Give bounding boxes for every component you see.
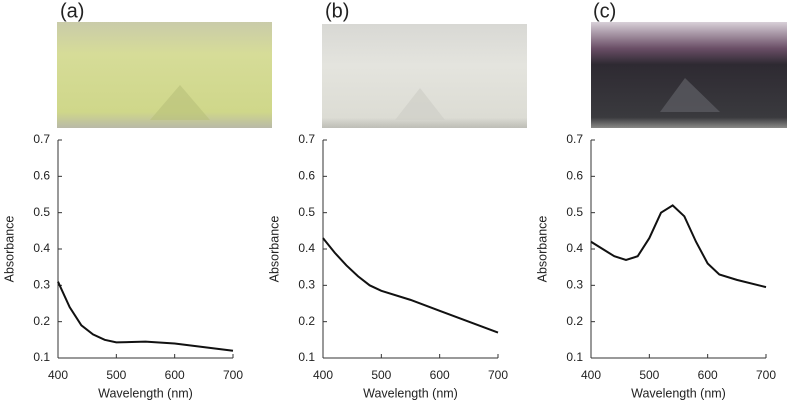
x-tick-label: 400 xyxy=(581,368,601,382)
y-tick-label: 0.6 xyxy=(298,169,315,183)
y-tick-label: 0.4 xyxy=(298,241,315,255)
panel-label: (b) xyxy=(325,0,349,22)
y-tick-label: 0.4 xyxy=(33,241,50,255)
x-tick-label: 700 xyxy=(488,368,508,382)
photo xyxy=(591,22,787,128)
x-tick-label: 400 xyxy=(313,368,333,382)
y-tick-label: 0.3 xyxy=(298,278,315,292)
y-tick-label: 0.7 xyxy=(566,132,583,146)
y-axis-title: Absorbance xyxy=(535,216,549,283)
y-tick-label: 0.7 xyxy=(33,132,50,146)
y-tick-label: 0.3 xyxy=(566,278,583,292)
photo xyxy=(322,24,527,128)
line xyxy=(590,204,767,289)
y-tick-label: 0.7 xyxy=(298,132,315,146)
y-tick-label: 0.1 xyxy=(33,350,50,364)
photo xyxy=(57,22,272,128)
x-tick-label: 600 xyxy=(430,368,450,382)
panel-label: (c) xyxy=(593,0,616,22)
y-tick-label: 0.6 xyxy=(566,169,583,183)
y-tick-label: 0.4 xyxy=(566,241,583,255)
x-tick-label: 500 xyxy=(639,368,659,382)
y-axis-title: Absorbance xyxy=(2,216,16,283)
y-tick-label: 0.6 xyxy=(33,169,50,183)
x-tick-label: 600 xyxy=(698,368,718,382)
y-tick-label: 0.5 xyxy=(298,205,315,219)
y-tick-label: 0.2 xyxy=(566,314,583,328)
line xyxy=(322,237,499,334)
line xyxy=(57,281,234,352)
x-axis-title: Wavelength (nm) xyxy=(631,386,726,400)
x-axis-title: Wavelength (nm) xyxy=(98,386,193,400)
y-tick-label: 0.3 xyxy=(33,278,50,292)
y-tick-label: 0.1 xyxy=(298,350,315,364)
x-tick-label: 500 xyxy=(371,368,391,382)
y-axis-title: Absorbance xyxy=(267,216,281,283)
x-tick-label: 400 xyxy=(48,368,68,382)
y-tick-label: 0.5 xyxy=(566,205,583,219)
y-tick-label: 0.2 xyxy=(33,314,50,328)
panel-label: (a) xyxy=(60,0,84,22)
y-tick-label: 0.1 xyxy=(566,350,583,364)
x-axis-title: Wavelength (nm) xyxy=(363,386,458,400)
x-tick-label: 600 xyxy=(165,368,185,382)
y-tick-label: 0.5 xyxy=(33,205,50,219)
x-tick-label: 500 xyxy=(106,368,126,382)
y-tick-label: 0.2 xyxy=(298,314,315,328)
x-tick-label: 700 xyxy=(223,368,243,382)
x-tick-label: 700 xyxy=(756,368,776,382)
